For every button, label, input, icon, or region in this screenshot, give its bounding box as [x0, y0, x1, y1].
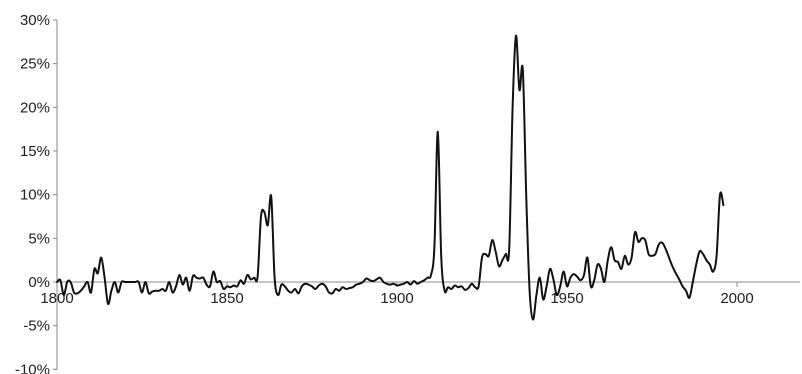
- series-line: [56, 34, 725, 321]
- x-tick-label: 1800: [40, 290, 73, 307]
- series-layer: [56, 34, 725, 321]
- axes: [56, 20, 800, 370]
- y-tick-label: 0%: [28, 274, 50, 291]
- y-tick-label: 5%: [28, 230, 50, 247]
- y-tick-label: 10%: [20, 187, 50, 204]
- x-tick-label: 1900: [380, 290, 413, 307]
- y-axis-ticks: -10% -5% 0% 5% 10% 15% 20% 25% 30%: [15, 12, 57, 374]
- x-tick-label: 1850: [210, 290, 243, 307]
- y-tick-label: 30%: [20, 12, 50, 29]
- x-tick-label: 2000: [720, 290, 753, 307]
- y-tick-label: -10%: [15, 361, 50, 374]
- y-tick-label: -5%: [23, 318, 50, 335]
- y-tick-label: 15%: [20, 143, 50, 160]
- y-tick-label: 25%: [20, 56, 50, 73]
- y-tick-label: 20%: [20, 99, 50, 116]
